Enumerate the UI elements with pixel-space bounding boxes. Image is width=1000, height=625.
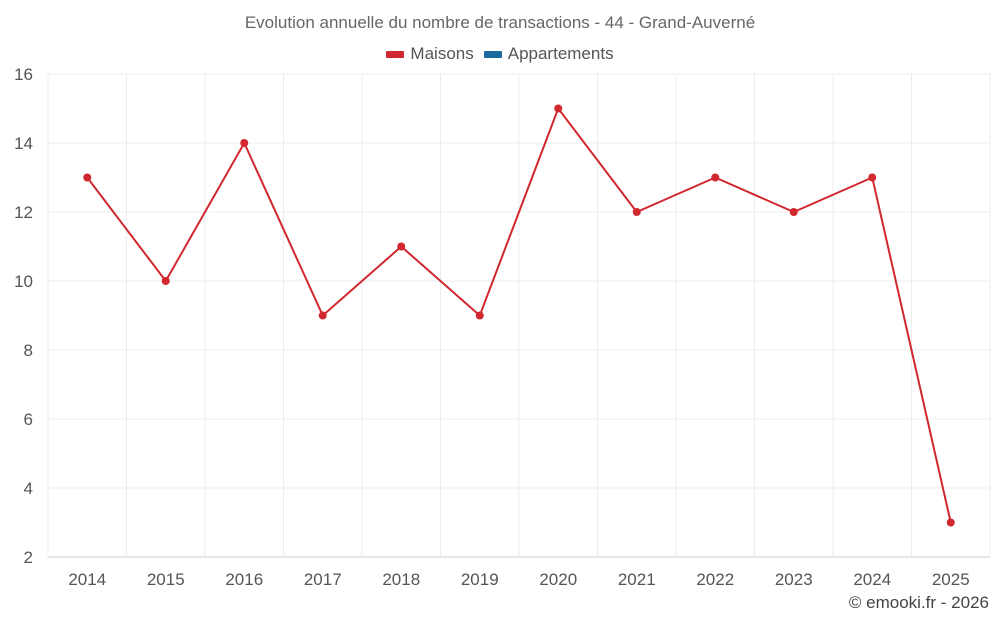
legend-swatch-appartements (483, 50, 502, 58)
x-tick-label: 2025 (932, 570, 970, 589)
data-point[interactable] (789, 208, 798, 216)
x-tick-label: 2024 (853, 570, 891, 589)
x-tick-label: 2017 (304, 570, 342, 589)
legend-swatch-maisons (386, 50, 405, 58)
y-axis: 2 4 6 8 10 12 14 16 (14, 65, 33, 567)
y-tick-label: 14 (14, 134, 33, 153)
credit-text: © emooki.fr - 2026 (848, 593, 989, 612)
legend-label-maisons: Maisons (410, 44, 474, 63)
series-line-maisons (86, 107, 952, 523)
data-point[interactable] (240, 139, 249, 147)
x-tick-label: 2023 (775, 570, 813, 589)
data-point[interactable] (632, 208, 641, 216)
y-tick-label: 16 (14, 65, 33, 84)
data-point[interactable] (161, 277, 170, 285)
x-tick-label: 2020 (539, 570, 577, 589)
y-tick-label: 12 (14, 203, 33, 222)
data-point[interactable] (475, 311, 484, 320)
data-point[interactable] (868, 173, 877, 182)
data-point[interactable] (946, 518, 955, 527)
y-tick-label: 6 (24, 410, 33, 429)
chart-title: Evolution annuelle du nombre de transact… (244, 13, 756, 32)
legend-item-maisons[interactable]: Maisons (386, 44, 474, 64)
y-tick-label: 10 (14, 272, 33, 291)
data-point[interactable] (318, 311, 327, 320)
y-tick-label: 4 (24, 479, 33, 498)
legend-item-appartements[interactable]: Appartements (483, 44, 614, 64)
legend-label-appartements: Appartements (507, 44, 614, 63)
y-tick-label: 2 (24, 548, 33, 567)
x-tick-label: 2018 (382, 570, 420, 589)
legend: Maisons Appartements (0, 44, 1000, 64)
data-point[interactable] (83, 173, 92, 182)
grid (47, 73, 991, 558)
x-tick-label: 2022 (696, 570, 734, 589)
x-tick-label: 2021 (618, 570, 656, 589)
data-point[interactable] (397, 242, 406, 251)
x-axis: 2014 2015 2016 2017 2018 2019 2020 2021 2022 2023… (68, 570, 969, 589)
y-tick-label: 8 (24, 341, 33, 360)
x-tick-label: 2016 (225, 570, 263, 589)
data-point[interactable] (554, 104, 563, 113)
x-tick-label: 2015 (147, 570, 185, 589)
series-layer (83, 104, 955, 527)
data-point[interactable] (711, 173, 720, 182)
x-tick-label: 2014 (68, 570, 106, 589)
x-tick-label: 2019 (461, 570, 499, 589)
